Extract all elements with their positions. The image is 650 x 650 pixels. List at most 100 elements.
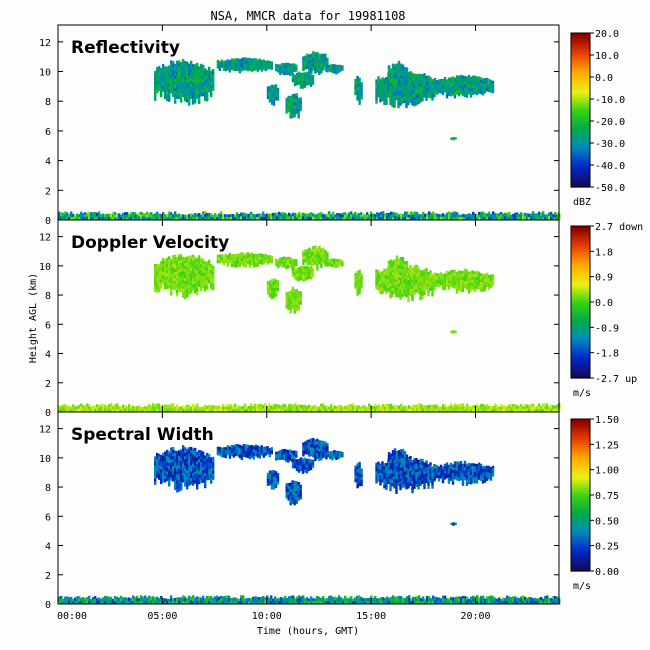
echo-cell	[360, 273, 363, 277]
echo-cell	[287, 494, 290, 498]
echo-cell	[298, 217, 301, 221]
echo-cell	[272, 294, 276, 299]
echo-cell	[238, 256, 242, 261]
echo-cell	[182, 70, 185, 74]
echo-cell	[548, 409, 551, 413]
echo-cell	[310, 251, 313, 256]
echo-cell	[172, 276, 175, 281]
colorbar-cell	[571, 112, 590, 116]
echo-cell	[393, 479, 396, 483]
echo-cell	[358, 92, 361, 96]
echo-cell	[180, 265, 183, 269]
echo-cell	[356, 216, 359, 221]
echo-cell	[358, 284, 361, 289]
echo-cell	[278, 217, 281, 221]
echo-cell	[172, 447, 175, 451]
echo-cell	[293, 93, 296, 97]
echo-cell	[228, 452, 232, 456]
echo-cell	[283, 451, 286, 455]
echo-cell	[429, 470, 432, 475]
echo-cell	[188, 99, 191, 103]
echo-cell	[96, 216, 99, 221]
echo-cell	[526, 408, 529, 413]
echo-cell	[320, 254, 323, 259]
echo-cell	[268, 453, 271, 458]
echo-cell	[190, 66, 193, 70]
echo-cell	[477, 280, 481, 284]
echo-cell	[162, 272, 165, 276]
echo-cell	[176, 60, 179, 64]
echo-cell	[285, 68, 288, 72]
echo-cell	[421, 276, 424, 281]
echo-cell	[192, 284, 195, 288]
echo-cell	[419, 95, 422, 100]
echo-cell	[407, 277, 410, 281]
echo-cell	[395, 478, 398, 483]
echo-cell	[285, 107, 288, 111]
echo-cell	[204, 83, 207, 87]
colorbar-cell	[571, 148, 590, 152]
echo-cell	[393, 270, 397, 274]
echo-cell	[465, 275, 469, 279]
echo-cell	[297, 485, 300, 489]
echo-cell	[283, 448, 286, 452]
echo-cell	[405, 70, 409, 75]
cloud-echo	[387, 60, 409, 91]
echo-cell	[478, 214, 481, 218]
echo-cell	[433, 84, 437, 88]
echo-cell	[90, 214, 93, 218]
cloud-echo	[285, 286, 302, 314]
echo-cell	[346, 213, 349, 218]
echo-cell	[287, 262, 290, 266]
echo-cell	[186, 95, 189, 100]
echo-cell	[500, 406, 503, 410]
echo-cell	[284, 409, 287, 413]
echo-cell	[248, 406, 251, 410]
y-tick-label: 12	[39, 38, 51, 49]
colorbar-cell	[571, 296, 590, 301]
echo-cell	[176, 81, 179, 85]
echo-cell	[401, 64, 405, 68]
echo-cell	[314, 217, 317, 221]
echo-cell	[532, 409, 535, 413]
echo-cell	[399, 63, 403, 67]
echo-cell	[461, 279, 465, 284]
echo-cell	[164, 460, 167, 465]
echo-cell	[162, 70, 165, 74]
echo-cell	[392, 406, 395, 410]
echo-cell	[423, 85, 426, 89]
echo-cell	[246, 454, 250, 459]
echo-cell	[417, 275, 420, 279]
echo-cell	[408, 405, 411, 409]
echo-cell	[381, 80, 384, 84]
echo-cell	[344, 214, 347, 218]
echo-cell	[252, 213, 255, 218]
echo-cell	[188, 66, 191, 70]
echo-cell	[188, 476, 191, 480]
echo-cell	[116, 216, 119, 221]
echo-cell	[431, 97, 434, 101]
echo-cell	[246, 216, 249, 221]
echo-cell	[286, 214, 289, 218]
echo-cell	[289, 72, 292, 76]
echo-cell	[190, 447, 193, 451]
echo-cell	[168, 77, 171, 81]
echo-cell	[266, 448, 269, 452]
echo-cell	[443, 473, 447, 477]
echo-cell	[176, 474, 179, 478]
echo-cell	[277, 259, 280, 263]
echo-cell	[176, 217, 179, 221]
echo-cell	[316, 264, 319, 268]
echo-cell	[293, 501, 296, 506]
echo-cell	[162, 260, 165, 265]
echo-cell	[58, 405, 61, 410]
echo-cell	[238, 408, 241, 413]
echo-cell	[206, 216, 209, 221]
echo-cell	[250, 261, 254, 266]
echo-cell	[435, 85, 439, 90]
echo-cell	[154, 462, 157, 467]
echo-cell	[188, 291, 191, 295]
echo-cell	[401, 257, 405, 261]
echo-cell	[232, 451, 236, 455]
echo-cell	[377, 272, 380, 277]
